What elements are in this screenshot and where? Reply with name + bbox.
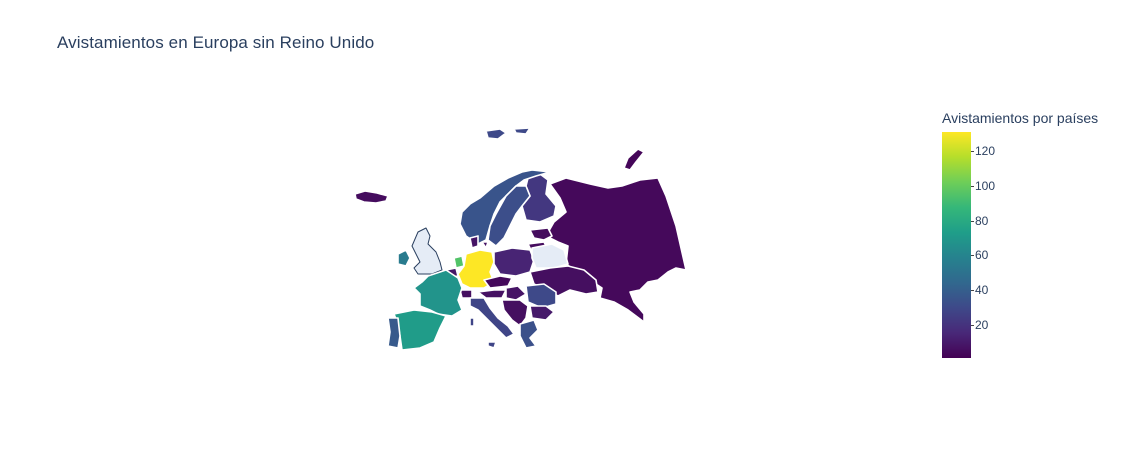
colorbar-tick-label: 100 [975,178,996,193]
country-islands[interactable] [469,317,547,357]
country-romania[interactable] [525,283,557,309]
country-bulgaria[interactable] [529,305,555,321]
country-greece[interactable] [519,319,539,349]
map-title: Avistamientos en Europa sin Reino Unido [57,33,375,52]
colorbar-gradient [942,132,971,358]
country-netherlands[interactable] [453,255,465,269]
colorbar-tick-mark [971,290,974,292]
colorbar-tick-label: 20 [975,317,989,332]
country-balkans[interactable] [501,299,529,327]
country-czechia[interactable] [483,275,513,289]
colorbar-tick-label: 40 [975,283,989,298]
colorbar-tick-label: 60 [975,248,989,263]
country-iceland[interactable] [354,190,389,204]
country-belarus[interactable] [531,243,569,269]
country-portugal[interactable] [387,317,401,349]
country-svalbard[interactable] [485,127,531,140]
country-united-kingdom[interactable] [411,227,443,275]
country-switzerland[interactable] [459,289,473,299]
country-poland[interactable] [493,247,535,277]
country-italy[interactable] [469,297,515,339]
colorbar-title: Avistamientos por países [942,110,1099,126]
country-france[interactable] [413,269,463,317]
colorbar-tick-mark [971,185,974,187]
country-russia[interactable] [545,177,687,323]
colorbar-tick-mark [971,151,974,153]
colorbar-tick-mark [971,220,974,222]
country-novaya-zemlya[interactable] [623,148,645,171]
country-austria[interactable] [477,289,507,299]
country-ireland[interactable] [397,249,411,267]
country-spain[interactable] [393,309,447,351]
colorbar-tick-mark [971,324,974,326]
colorbar-tick-label: 80 [975,213,989,228]
country-sweden[interactable] [487,185,531,247]
colorbar-tick-mark [971,255,974,257]
colorbar-tick-label: 120 [975,144,996,159]
country-hungary[interactable] [505,285,527,301]
country-denmark[interactable] [469,235,489,249]
